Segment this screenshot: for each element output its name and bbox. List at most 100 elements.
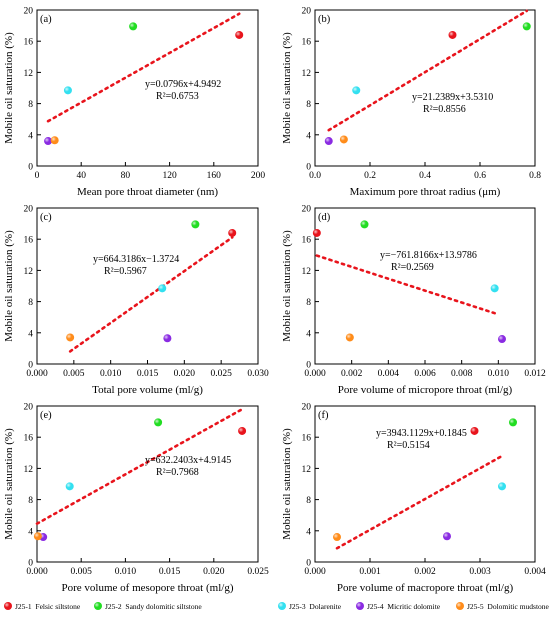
x-tick-label: 0.025 bbox=[210, 369, 232, 379]
panel-label: (a) bbox=[40, 14, 52, 25]
y-tick-label: 4 bbox=[28, 131, 33, 141]
data-point-j25-3 bbox=[65, 482, 74, 491]
legend-item-j25-3: J25-3 Dolarenite bbox=[278, 602, 342, 611]
legend-label: J25-1 Felsic siltstone bbox=[15, 602, 81, 611]
legend-marker-highlight bbox=[4, 602, 12, 610]
plot-frame bbox=[314, 9, 536, 167]
data-point-highlight bbox=[498, 482, 506, 491]
x-tick-label: 0.015 bbox=[159, 567, 181, 577]
data-point-highlight bbox=[324, 137, 333, 146]
x-tick-label: 120 bbox=[162, 171, 177, 181]
fit-line bbox=[335, 454, 504, 550]
data-point-highlight bbox=[333, 533, 341, 542]
x-tick-label: 0.008 bbox=[451, 369, 473, 379]
y-tick-label: 12 bbox=[302, 465, 312, 475]
data-point-j25-3 bbox=[498, 482, 506, 491]
x-tick-label: 0.0 bbox=[309, 171, 321, 181]
y-tick-label: 8 bbox=[28, 496, 33, 506]
fit-line bbox=[46, 12, 241, 123]
y-tick-label: 16 bbox=[302, 434, 312, 444]
data-point-highlight bbox=[191, 220, 200, 229]
panel-label: (d) bbox=[318, 212, 331, 223]
y-tick-label: 12 bbox=[302, 69, 312, 79]
data-point-highlight bbox=[154, 418, 163, 427]
data-point-j25-1 bbox=[448, 30, 457, 39]
y-tick-label: 0 bbox=[306, 163, 311, 173]
legend-label: J25-2 Sandy dolomitic siltstone bbox=[105, 602, 202, 611]
y-tick-label: 16 bbox=[302, 38, 312, 48]
legend: J25-1 Felsic siltstone J25-2 Sandy dolomi… bbox=[4, 602, 550, 611]
data-point-highlight bbox=[312, 228, 321, 237]
y-tick-label: 20 bbox=[24, 403, 34, 413]
y-tick-label: 4 bbox=[306, 527, 311, 537]
x-tick-label: 40 bbox=[76, 171, 86, 181]
y-tick-label: 8 bbox=[306, 298, 311, 308]
data-point-highlight bbox=[443, 532, 451, 541]
y-tick-label: 12 bbox=[24, 465, 34, 475]
y-tick-label: 20 bbox=[24, 7, 34, 17]
fit-r2: R²=0.6753 bbox=[156, 91, 199, 102]
x-tick-label: 0.030 bbox=[247, 369, 269, 379]
y-tick-label: 8 bbox=[306, 496, 311, 506]
panel-label: (e) bbox=[40, 410, 52, 421]
x-tick-label: 0.004 bbox=[524, 567, 546, 577]
fit-line bbox=[68, 236, 234, 353]
data-point-j25-5 bbox=[66, 333, 75, 342]
data-point-j25-3 bbox=[490, 284, 499, 293]
fit-r2: R²=0.8556 bbox=[423, 104, 466, 115]
y-tick-label: 16 bbox=[302, 236, 312, 246]
legend-item-j25-4: J25-4 Micritic dolomite bbox=[356, 602, 441, 611]
legend-marker-highlight bbox=[356, 602, 364, 610]
y-axis-title: Mobile oil saturation (%) bbox=[3, 230, 15, 342]
data-point-j25-2 bbox=[129, 22, 138, 31]
y-tick-label: 16 bbox=[24, 236, 34, 246]
x-tick-label: 0.002 bbox=[341, 369, 363, 379]
y-tick-label: 4 bbox=[306, 131, 311, 141]
x-tick-label: 0.010 bbox=[100, 369, 122, 379]
data-point-j25-5 bbox=[33, 532, 42, 541]
y-tick-label: 0 bbox=[28, 361, 33, 371]
fit-r2: R²=0.7968 bbox=[156, 467, 199, 478]
legend-marker-highlight bbox=[278, 602, 286, 610]
y-tick-label: 20 bbox=[302, 205, 312, 215]
x-axis-title: Pore volume of mesopore throat (ml/g) bbox=[62, 582, 234, 594]
x-axis-title: Pore volume of micropore throat (ml/g) bbox=[338, 384, 513, 396]
x-tick-label: 0.002 bbox=[414, 567, 436, 577]
x-tick-label: 0.012 bbox=[524, 369, 546, 379]
legend-label: J25-5 Dolomitic mudstone bbox=[467, 602, 550, 611]
fit-equation: y=0.0796x+4.9492 bbox=[145, 79, 221, 90]
y-axis-title: Mobile oil saturation (%) bbox=[3, 32, 15, 144]
y-tick-label: 12 bbox=[24, 267, 34, 277]
x-tick-label: 0.4 bbox=[419, 171, 431, 181]
data-point-j25-3 bbox=[158, 284, 167, 293]
legend-marker-highlight bbox=[456, 602, 464, 610]
data-point-j25-2 bbox=[522, 22, 531, 31]
data-point-j25-5 bbox=[345, 333, 354, 342]
data-point-highlight bbox=[44, 137, 53, 146]
data-point-highlight bbox=[470, 426, 479, 435]
fit-equation: y=−761.8166x+13.9786 bbox=[380, 250, 477, 261]
x-tick-label: 0.8 bbox=[529, 171, 541, 181]
y-tick-label: 0 bbox=[306, 559, 311, 569]
fit-equation: y=21.2389x+3.5310 bbox=[412, 92, 493, 103]
data-point-highlight bbox=[65, 482, 74, 491]
x-tick-label: 0.000 bbox=[26, 369, 48, 379]
data-point-highlight bbox=[163, 334, 172, 343]
data-point-j25-1 bbox=[312, 228, 321, 237]
data-point-highlight bbox=[490, 284, 499, 293]
x-tick-label: 0.006 bbox=[414, 369, 436, 379]
data-point-j25-2 bbox=[154, 418, 163, 427]
x-tick-label: 80 bbox=[121, 171, 131, 181]
data-point-j25-4 bbox=[443, 532, 451, 541]
data-point-highlight bbox=[158, 284, 167, 293]
legend-item-j25-2: J25-2 Sandy dolomitic siltstone bbox=[94, 602, 202, 611]
legend-item-j25-5: J25-5 Dolomitic mudstone bbox=[456, 602, 550, 611]
data-point-j25-2 bbox=[509, 418, 517, 427]
data-point-j25-4 bbox=[498, 335, 506, 344]
y-tick-label: 8 bbox=[28, 100, 33, 110]
legend-label: J25-4 Micritic dolomite bbox=[367, 602, 441, 611]
data-point-highlight bbox=[228, 228, 237, 237]
data-point-highlight bbox=[129, 22, 138, 31]
data-point-highlight bbox=[448, 30, 457, 39]
